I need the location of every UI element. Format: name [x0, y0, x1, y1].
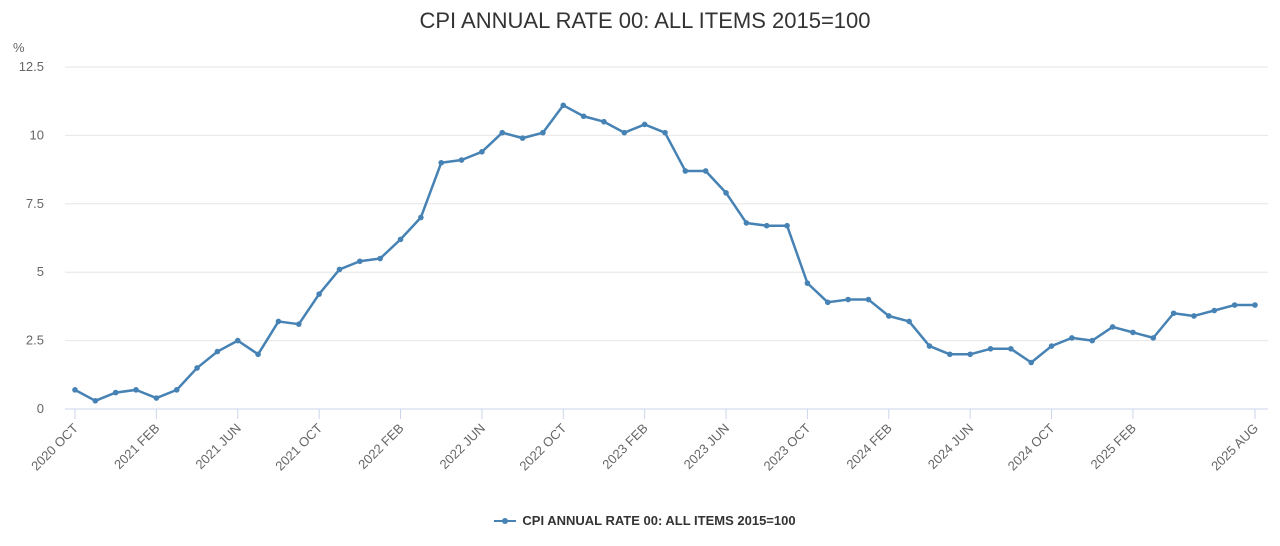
data-point: [1130, 329, 1136, 336]
series-line: [74, 104, 1255, 403]
data-point: [987, 346, 994, 352]
data-point: [194, 365, 200, 371]
data-point: [601, 118, 607, 125]
data-point: [824, 299, 831, 306]
data-point: [1008, 346, 1014, 352]
data-point: [1170, 310, 1177, 317]
data-point: [1069, 335, 1075, 341]
data-point: [926, 343, 933, 349]
data-point: [662, 129, 668, 136]
data-point: [784, 222, 790, 229]
data-point: [967, 351, 973, 358]
data-point: [1252, 302, 1258, 308]
data-point: [336, 266, 343, 273]
data-point: [418, 214, 424, 221]
x-tick-label: 2025 AUG: [1208, 421, 1261, 474]
data-point: [1109, 324, 1116, 330]
data-point: [133, 387, 139, 393]
data-point: [845, 296, 851, 303]
x-tick-label: 2023 OCT: [761, 420, 814, 473]
x-tick-label: 2021 OCT: [272, 420, 325, 473]
x-tick-label: 2024 OCT: [1005, 420, 1058, 473]
data-point: [540, 129, 546, 136]
data-point: [1231, 302, 1238, 308]
data-point: [72, 387, 78, 393]
data-point: [397, 236, 404, 243]
data-point: [316, 291, 322, 297]
data-point: [458, 157, 465, 163]
x-tick-label: 2022 FEB: [355, 421, 406, 472]
data-point: [743, 220, 750, 226]
legend[interactable]: CPI ANNUAL RATE 00: ALL ITEMS 2015=100: [0, 512, 1280, 528]
y-tick-label: 10: [30, 127, 44, 142]
x-tick-label: 2020 OCT: [28, 420, 81, 473]
data-point: [641, 121, 648, 128]
data-point: [723, 190, 729, 196]
data-point: [1191, 313, 1197, 319]
y-tick-label: 5: [37, 264, 44, 279]
chart-title: CPI ANNUAL RATE 00: ALL ITEMS 2015=100: [419, 8, 871, 33]
y-tick-label: 12.5: [19, 59, 44, 74]
x-tick-label: 2024 FEB: [843, 421, 894, 472]
data-point: [621, 129, 628, 136]
data-point: [499, 129, 506, 136]
x-tick-label: 2023 FEB: [599, 421, 650, 472]
data-point: [153, 395, 160, 401]
x-tick-label: 2025 FEB: [1088, 421, 1139, 472]
data-point: [1028, 359, 1035, 366]
data-point: [479, 149, 485, 155]
data-point: [255, 351, 261, 358]
data-point: [885, 313, 892, 319]
data-point: [865, 296, 872, 303]
x-tick-label: 2024 JUN: [925, 421, 976, 472]
data-point: [1048, 343, 1055, 349]
data-point: [682, 168, 689, 174]
data-point: [804, 280, 811, 286]
data-point: [234, 337, 241, 344]
data-point: [763, 222, 770, 229]
data-point: [1089, 337, 1096, 344]
data-point: [519, 135, 526, 141]
x-tick-label: 2022 OCT: [516, 420, 569, 473]
data-point: [438, 159, 445, 166]
data-point: [295, 321, 302, 327]
data-point: [906, 318, 912, 325]
data-point: [214, 348, 221, 355]
data-point: [275, 318, 282, 325]
y-tick-label: 2.5: [26, 333, 44, 348]
y-tick-label: 7.5: [26, 196, 44, 211]
x-tick-label: 2021 JUN: [192, 421, 243, 472]
data-point: [1211, 307, 1218, 314]
data-point: [580, 113, 587, 120]
data-point: [947, 351, 953, 358]
data-point: [357, 258, 363, 265]
data-point: [92, 397, 99, 404]
data-point: [377, 255, 383, 262]
data-point: [1150, 335, 1157, 341]
legend-label: CPI ANNUAL RATE 00: ALL ITEMS 2015=100: [522, 513, 796, 529]
data-point: [173, 387, 180, 393]
data-point: [112, 389, 119, 396]
data-point: [702, 168, 709, 174]
y-axis-label: %: [13, 40, 25, 55]
x-tick-label: 2021 FEB: [111, 421, 162, 472]
legend-swatch: [494, 517, 517, 524]
x-tick-label: 2022 JUN: [437, 421, 488, 472]
x-tick-label: 2023 JUN: [681, 421, 732, 472]
y-tick-label: 0: [37, 401, 44, 416]
data-point: [560, 102, 567, 109]
